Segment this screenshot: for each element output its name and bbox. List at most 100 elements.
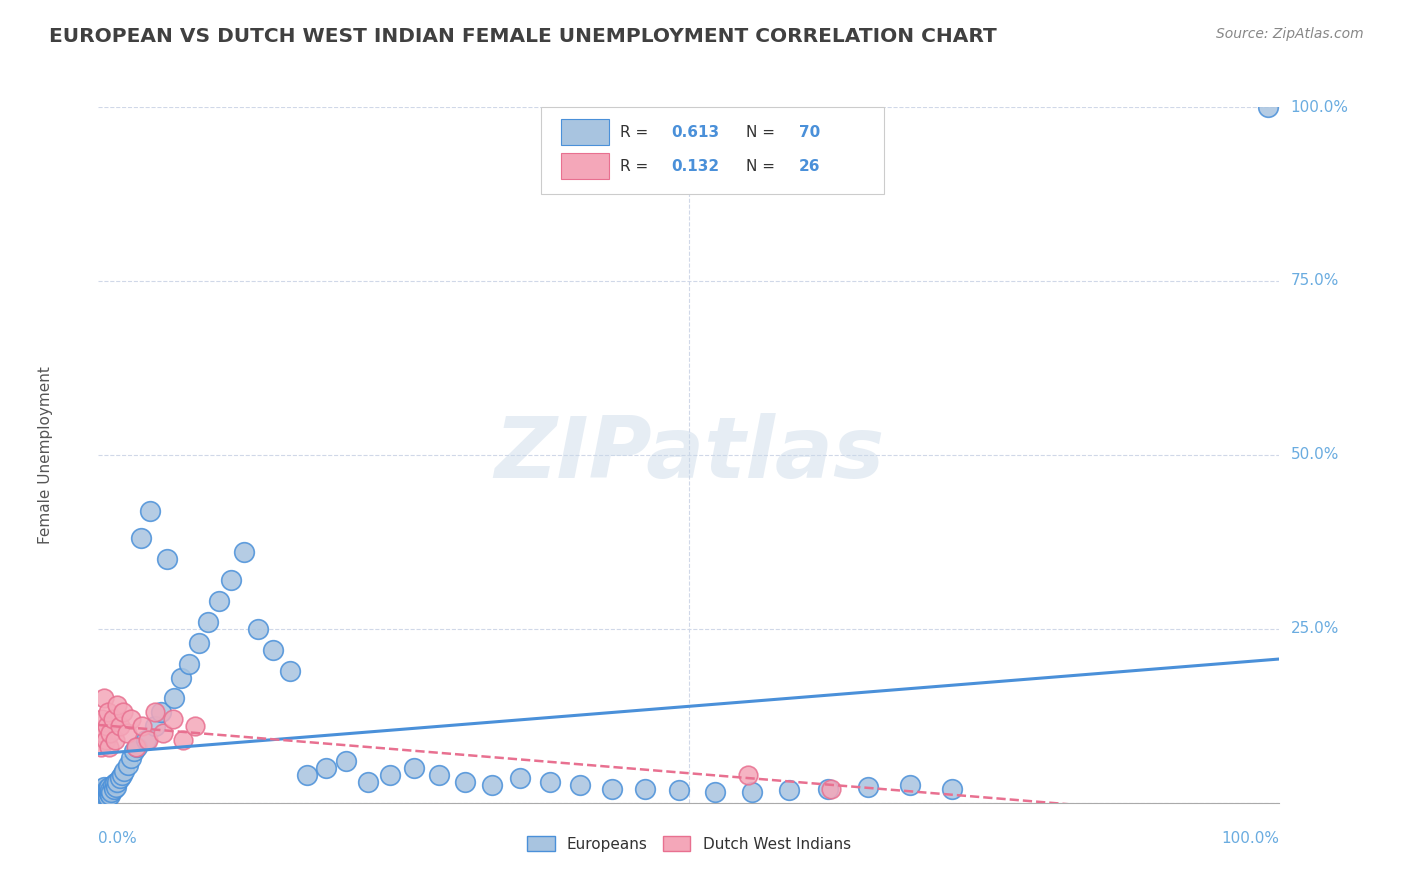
Point (108, 772, 131, 786)
Point (98, 782, 121, 797)
Point (139, 503, 162, 517)
Point (121, 750, 143, 764)
Point (357, 775, 380, 789)
Point (402, 761, 425, 775)
Text: ZIPatlas: ZIPatlas (494, 413, 884, 497)
Point (105, 775, 128, 789)
Point (569, 778, 592, 793)
Point (131, 719, 153, 733)
Point (98, 726, 121, 740)
Point (162, 712, 184, 726)
Point (112, 706, 135, 720)
Point (98, 786, 121, 800)
Point (91, 789, 114, 803)
Point (93, 780, 115, 795)
Point (104, 733, 127, 747)
Point (91, 712, 114, 726)
Text: 0.132: 0.132 (671, 159, 720, 174)
Point (941, 781, 963, 796)
Text: Female Unemployment: Female Unemployment (38, 366, 53, 544)
Point (112, 764, 135, 779)
Text: EUROPEAN VS DUTCH WEST INDIAN FEMALE UNEMPLOYMENT CORRELATION CHART: EUROPEAN VS DUTCH WEST INDIAN FEMALE UNE… (49, 27, 997, 45)
Point (100, 785, 122, 799)
Point (93, 691, 115, 706)
Point (97, 789, 120, 804)
Point (98, 740, 121, 755)
Point (634, 781, 657, 796)
Point (125, 740, 148, 755)
Point (117, 757, 139, 772)
Text: 75.0%: 75.0% (1291, 274, 1339, 288)
Point (101, 778, 124, 793)
Text: N =: N = (745, 125, 779, 139)
Text: 70: 70 (799, 125, 820, 139)
Point (741, 785, 763, 799)
Point (135, 733, 157, 747)
Point (179, 657, 201, 671)
Point (101, 712, 124, 726)
Point (858, 780, 880, 795)
Point (481, 778, 503, 793)
Point (143, 706, 166, 720)
Legend: Europeans, Dutch West Indians: Europeans, Dutch West Indians (522, 830, 856, 858)
Point (208, 594, 231, 608)
Text: Source: ZipAtlas.com: Source: ZipAtlas.com (1216, 27, 1364, 41)
FancyBboxPatch shape (561, 119, 609, 145)
Point (278, 664, 301, 678)
Point (1257, 100, 1279, 114)
Point (297, 768, 319, 782)
Point (898, 778, 921, 793)
Point (163, 691, 186, 706)
Point (115, 726, 138, 740)
Point (737, 768, 759, 782)
Point (103, 781, 125, 796)
Point (129, 532, 152, 546)
Point (96, 781, 118, 796)
Point (172, 733, 194, 747)
Text: N =: N = (745, 159, 779, 174)
Point (668, 783, 690, 797)
Point (232, 545, 254, 559)
Point (94, 789, 117, 803)
Point (121, 712, 143, 726)
Point (104, 776, 127, 790)
Text: R =: R = (620, 159, 654, 174)
Text: 0.0%: 0.0% (98, 830, 138, 846)
Point (820, 781, 842, 796)
Point (127, 740, 149, 755)
Point (187, 636, 209, 650)
Point (703, 785, 725, 799)
FancyBboxPatch shape (541, 107, 884, 194)
Point (97, 706, 120, 720)
Point (170, 671, 193, 685)
Point (94, 733, 117, 747)
Point (91, 781, 114, 796)
Point (427, 768, 450, 782)
Point (122, 744, 145, 758)
Point (98, 788, 121, 802)
Point (96, 719, 118, 733)
Point (538, 775, 561, 789)
Point (108, 719, 131, 733)
Point (90, 740, 112, 755)
Point (600, 781, 623, 796)
Point (143, 719, 166, 733)
Point (335, 754, 357, 768)
Point (152, 726, 174, 740)
Point (509, 772, 531, 786)
Point (778, 783, 800, 797)
Point (105, 698, 128, 713)
Point (817, 781, 839, 796)
Point (93, 790, 115, 805)
Text: R =: R = (620, 125, 654, 139)
Point (91, 783, 114, 797)
Point (262, 642, 284, 657)
Point (156, 552, 179, 566)
Point (94, 785, 117, 799)
Text: 26: 26 (799, 159, 820, 174)
Point (111, 768, 134, 782)
Point (184, 719, 207, 733)
Point (90, 785, 112, 799)
Point (453, 775, 475, 789)
Point (197, 615, 219, 629)
